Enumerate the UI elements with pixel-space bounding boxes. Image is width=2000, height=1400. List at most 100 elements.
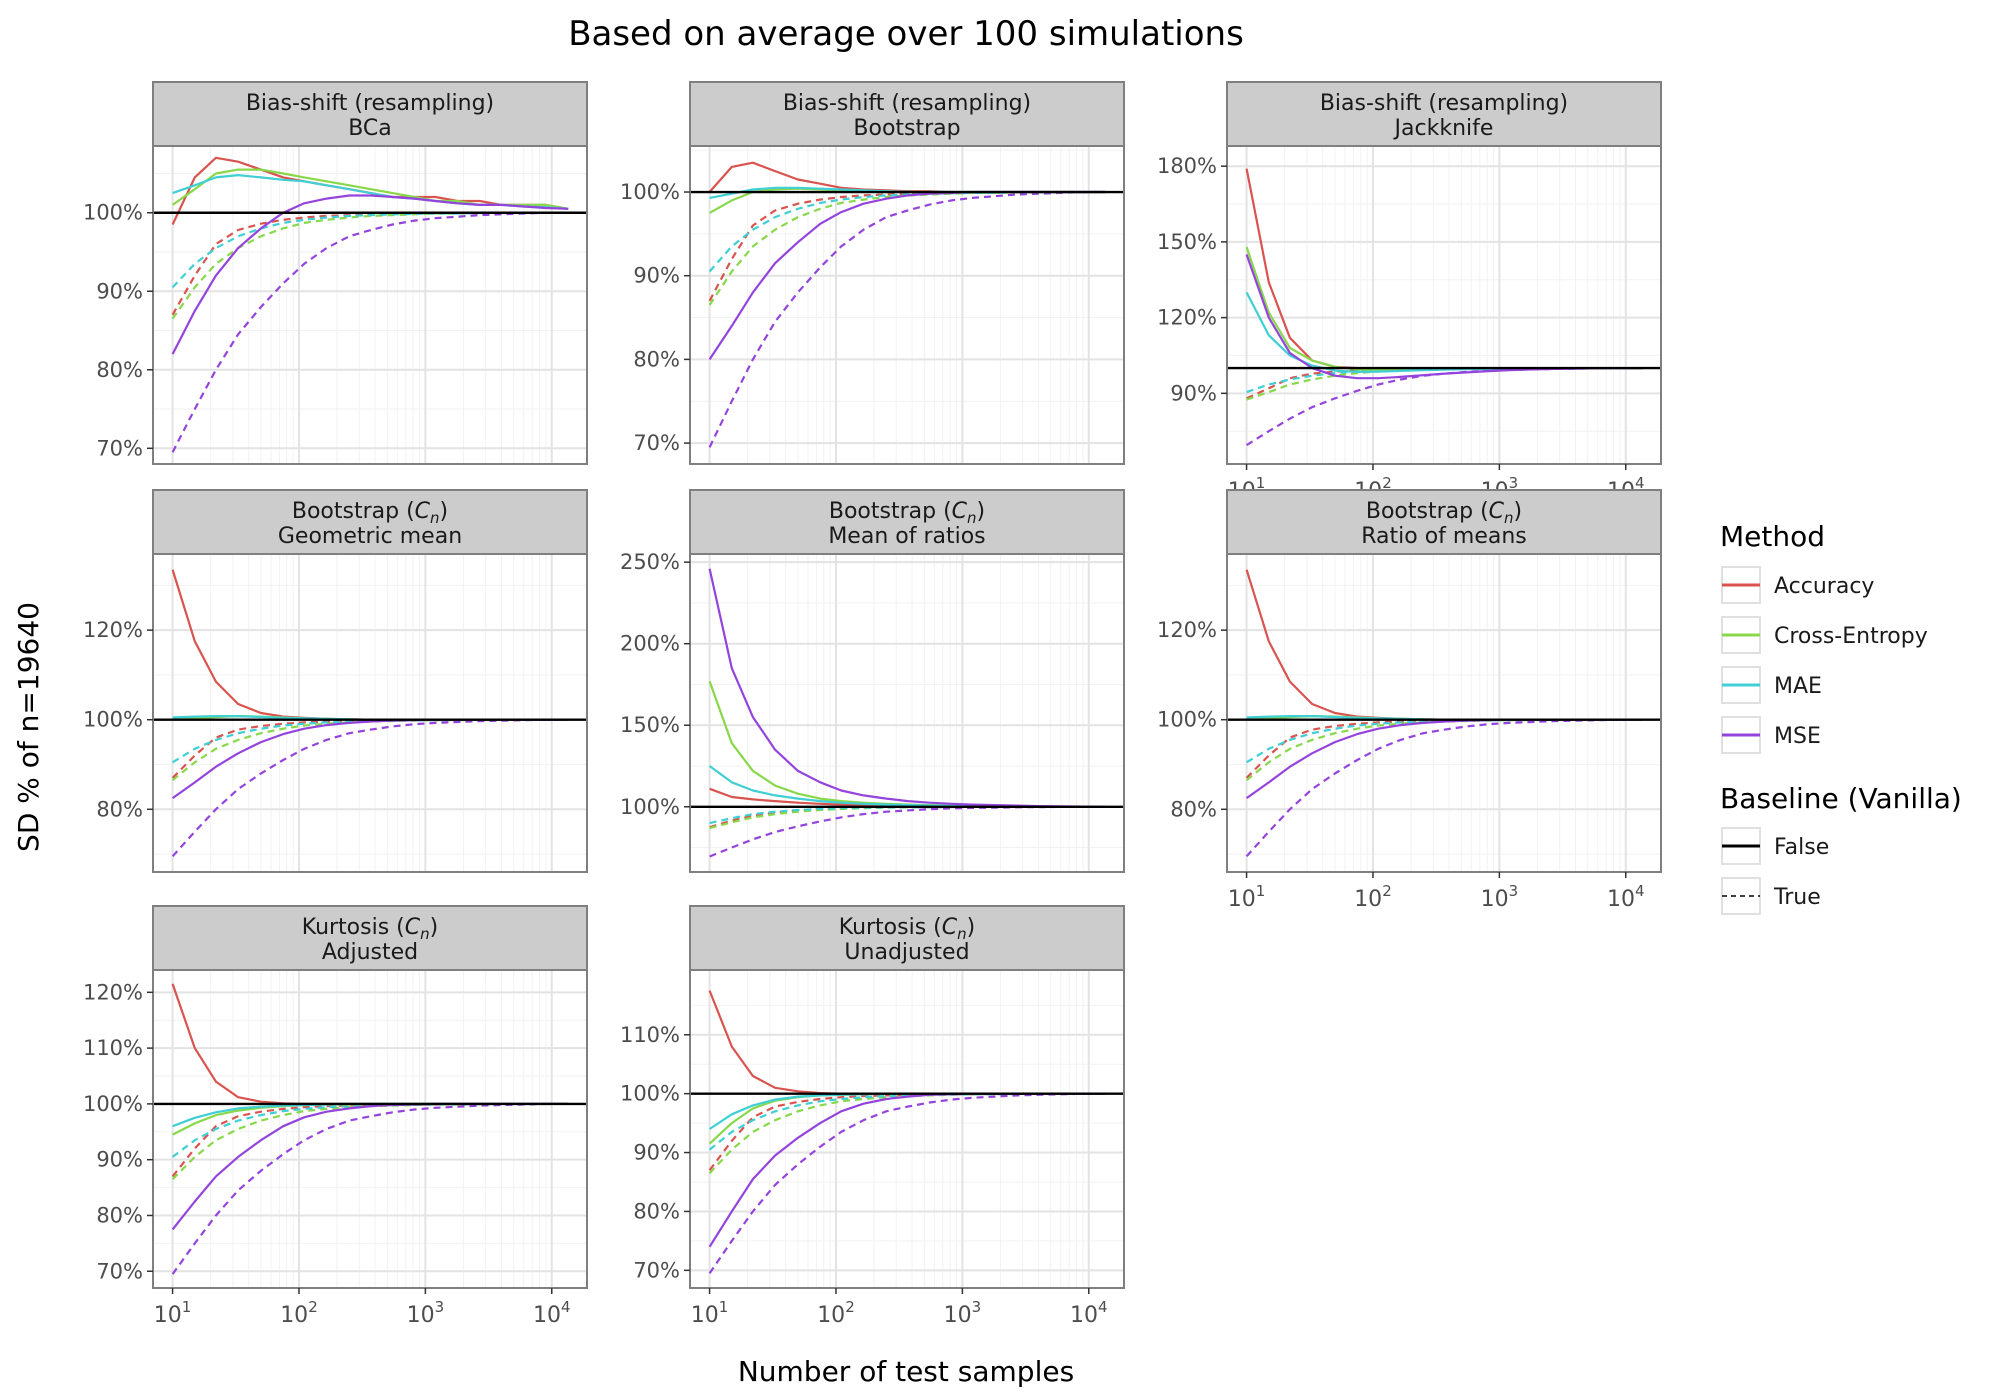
legend-item: MSE <box>1721 716 1821 754</box>
x-tick-label: 102 <box>817 1298 855 1328</box>
facet-strip <box>152 489 588 555</box>
y-tick-label: 100% <box>83 201 143 225</box>
y-tick-label: 120% <box>83 618 143 642</box>
y-tick-label: 110% <box>83 1036 143 1060</box>
y-tick-label: 100% <box>620 1082 680 1106</box>
facet-strip <box>689 905 1125 971</box>
y-tick-label: 80% <box>96 358 143 382</box>
gridlines <box>690 554 1124 872</box>
panel-background <box>1227 554 1661 872</box>
strip-label: Bootstrap (Cn) <box>829 499 985 527</box>
y-tick-label: 110% <box>620 1023 680 1047</box>
panel-border <box>689 553 1125 873</box>
strip-label: Jackknife <box>1393 116 1494 141</box>
strip-label: Mean of ratios <box>828 524 985 549</box>
y-tick-label: 100% <box>620 795 680 819</box>
strip-label: Bootstrap (Cn) <box>1366 499 1522 527</box>
strip-label: Unadjusted <box>844 940 969 965</box>
legend-item: MAE <box>1721 666 1822 704</box>
x-tick-label: 104 <box>1070 1298 1108 1328</box>
y-tick-label: 90% <box>633 1141 680 1165</box>
figure-title: Based on average over 100 simulations <box>568 14 1244 54</box>
strip-label: Bias-shift (resampling) <box>783 91 1031 116</box>
panel-border <box>1226 553 1662 873</box>
strip-label: Ratio of means <box>1361 524 1527 549</box>
legend-item: Accuracy <box>1721 566 1874 604</box>
panel-background <box>153 554 587 872</box>
gridlines <box>690 970 1124 1288</box>
panel-border <box>1226 145 1662 465</box>
legend-item: True <box>1721 877 1821 915</box>
series-line-mse-baseline <box>709 805 1106 858</box>
y-tick-label: 80% <box>96 1203 143 1227</box>
y-tick-label: 90% <box>633 264 680 288</box>
facet-panel: Bootstrap (Cn)Ratio of means80%100%120%1… <box>1157 489 1662 912</box>
x-axis-label: Number of test samples <box>738 1355 1074 1388</box>
series-line-mse-baseline <box>171 211 569 453</box>
legend-label: Accuracy <box>1774 574 1874 599</box>
y-tick-label: 120% <box>1157 306 1217 330</box>
facet-panel: Bias-shift (resampling)BCa 70% 80% 90% 100% <box>83 81 588 465</box>
legend-method-title: Method <box>1720 520 1825 553</box>
y-tick-label: 80% <box>633 347 680 371</box>
legend-label: False <box>1774 835 1829 860</box>
strip-label: Geometric mean <box>278 524 462 549</box>
y-tick-label: 150% <box>620 713 680 737</box>
legend-item: False <box>1721 827 1829 865</box>
facet-panel: Kurtosis (Cn)Unadjusted 70% 80% 90% 100% 110%… <box>620 905 1125 1328</box>
legend-baseline-title: Baseline (Vanilla) <box>1720 782 1962 815</box>
y-tick-label: 180% <box>1157 154 1217 178</box>
facet-panel: Bias-shift (resampling)Jackknife 90% 120% 1… <box>1157 81 1662 504</box>
legend-item: Cross-Entropy <box>1721 616 1928 654</box>
legend-label: MSE <box>1774 724 1821 749</box>
panel-border <box>152 145 588 465</box>
y-tick-label: 120% <box>1157 618 1217 642</box>
panel-border <box>152 553 588 873</box>
y-tick-label: 250% <box>620 550 680 574</box>
legend-label: True <box>1773 885 1821 910</box>
strip-label: Bias-shift (resampling) <box>246 91 494 116</box>
series-line-cross-entropy-baseline <box>708 190 1106 306</box>
y-tick-label: 100% <box>1157 708 1217 732</box>
y-tick-label: 90% <box>96 1148 143 1172</box>
facet-panel: Bootstrap (Cn)Geometric mean 80% 100% 120% <box>83 489 588 873</box>
facet-strip <box>1226 81 1662 147</box>
panel-border <box>689 969 1125 1289</box>
y-tick-label: 90% <box>1170 381 1217 405</box>
facet-strip <box>689 81 1125 147</box>
strip-label: Bias-shift (resampling) <box>1320 91 1568 116</box>
y-tick-label: 80% <box>96 797 143 821</box>
strip-label: Adjusted <box>322 940 418 965</box>
y-tick-label: 90% <box>96 279 143 303</box>
panel-background <box>690 970 1124 1288</box>
gridlines <box>153 146 587 464</box>
facet-strip <box>689 489 1125 555</box>
y-tick-label: 150% <box>1157 230 1217 254</box>
x-tick-label: 101 <box>691 1298 729 1328</box>
series-line-mse-baseline <box>708 190 1106 448</box>
y-tick-label: 80% <box>1170 797 1217 821</box>
series-line-mse <box>171 194 569 355</box>
facet-panel: Bootstrap (Cn)Mean of ratios 100% 150% 200%… <box>620 489 1125 873</box>
panel-border <box>152 969 588 1289</box>
legend-label: Cross-Entropy <box>1774 624 1928 649</box>
y-tick-label: 70% <box>633 1258 680 1282</box>
strip-label: Kurtosis (Cn) <box>839 915 976 943</box>
panel-background <box>690 146 1124 464</box>
facet-panel: Kurtosis (Cn)Adjusted 70% 80% 90% 100% 110% 12… <box>83 905 588 1328</box>
gridlines <box>1227 146 1661 464</box>
gridlines <box>690 146 1124 464</box>
y-tick-label: 120% <box>83 980 143 1004</box>
facet-strip <box>152 81 588 147</box>
y-tick-label: 70% <box>633 431 680 455</box>
strip-label: BCa <box>348 116 392 141</box>
strip-label: Bootstrap (Cn) <box>292 499 448 527</box>
y-tick-label: 70% <box>96 1259 143 1283</box>
y-tick-label: 100% <box>83 708 143 732</box>
legend-label: MAE <box>1774 674 1822 699</box>
panel-background <box>153 970 587 1288</box>
y-tick-label: 100% <box>83 1092 143 1116</box>
facet-panels: Bias-shift (resampling)BCa70%80%90%100%B… <box>83 81 1662 1328</box>
strip-label: Bootstrap <box>853 116 960 141</box>
